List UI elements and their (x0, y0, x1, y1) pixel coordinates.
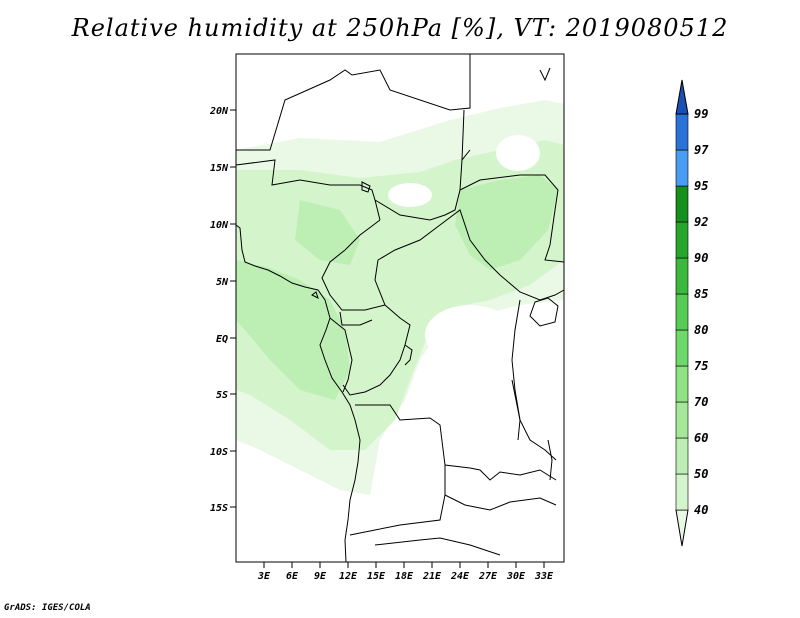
colorbar-swatch (675, 329, 689, 367)
colorbar-swatches (675, 79, 689, 547)
dry-patch-sahel (388, 183, 432, 207)
lat-label-5n: 5N (216, 277, 229, 288)
lake-tanganyika (511, 379, 521, 441)
border-congo-drc (342, 304, 411, 396)
colorbar: 40 50 60 70 75 80 85 90 92 95 97 99 (675, 79, 709, 547)
colorbar-swatch (675, 437, 689, 475)
colorbar-swatch (675, 365, 689, 403)
colorbar-label-97: 97 (694, 143, 709, 157)
colorbar-swatch (675, 113, 689, 151)
colorbar-label-85: 85 (694, 287, 708, 301)
map-frame (235, 53, 565, 563)
lon-label-12e: 12E (339, 571, 358, 582)
country-borders (235, 54, 565, 563)
border-angola (349, 465, 446, 536)
border-sudan (459, 174, 565, 263)
red-sea-coast (539, 67, 551, 82)
border-drc-south (355, 404, 557, 481)
colorbar-swatch (675, 257, 689, 295)
colorbar-arrow-low (675, 509, 689, 547)
colorbar-label-40: 40 (694, 503, 708, 517)
lon-label-18e: 18E (395, 571, 414, 582)
lon-label-3e: 3E (257, 571, 271, 582)
lat-label-eq: EQ (216, 334, 228, 345)
nile (461, 109, 465, 161)
colorbar-label-50: 50 (694, 467, 708, 481)
lon-label-30e: 30E (506, 571, 526, 582)
lake-victoria (529, 297, 559, 327)
border-south (374, 537, 501, 556)
humidity-shading (236, 100, 564, 540)
colorbar-label-70: 70 (694, 395, 708, 409)
colorbar-swatch (675, 185, 689, 223)
border-central-1 (321, 219, 386, 311)
chart-title: Relative humidity at 250hPa [%], VT: 201… (71, 14, 729, 42)
lat-ticks: 20N 15N 10N 5N EQ 5S 10S 15S (209, 106, 236, 514)
colorbar-swatch (675, 473, 689, 511)
border-chad-car (374, 149, 471, 221)
lon-label-33e: 33E (534, 571, 554, 582)
colorbar-swatch (675, 221, 689, 259)
dry-patch-central (425, 305, 515, 365)
border-gabon (329, 317, 353, 393)
colorbar-swatch (675, 293, 689, 331)
lon-label-6e: 6E (286, 571, 299, 582)
colorbar-swatch (675, 149, 689, 187)
colorbar-label-80: 80 (694, 323, 708, 337)
grads-credit: GrADS: IGES/COLA (4, 603, 91, 613)
border-sahara-north (236, 54, 471, 151)
colorbar-swatch (675, 401, 689, 439)
lon-label-9e: 9E (314, 571, 327, 582)
border-cameroon (339, 311, 373, 326)
colorbar-label-99: 99 (694, 107, 708, 121)
dry-patch-south (395, 420, 540, 540)
river-congo (404, 344, 413, 366)
colorbar-label-90: 90 (694, 251, 708, 265)
lat-label-20n: 20N (209, 106, 229, 117)
lat-label-15n: 15N (210, 163, 229, 174)
lon-label-27e: 27E (478, 571, 498, 582)
coastline-west (235, 224, 361, 563)
lake-chad (361, 181, 371, 193)
lon-label-21e: 21E (422, 571, 442, 582)
colorbar-label-75: 75 (694, 359, 708, 373)
lat-label-15s: 15S (210, 503, 228, 514)
border-car (374, 209, 565, 306)
border-west-africa (235, 159, 381, 221)
rh-60-region-east (455, 175, 558, 270)
lon-label-15e: 15E (367, 571, 386, 582)
lat-label-10n: 10N (210, 220, 229, 231)
lon-label-24e: 24E (450, 571, 470, 582)
colorbar-label-60: 60 (694, 431, 708, 445)
colorbar-arrow-high (675, 79, 689, 115)
colorbar-label-95: 95 (694, 179, 708, 193)
border-zambia (444, 494, 557, 511)
lat-label-10s: 10S (210, 447, 228, 458)
rh-60-region-central (295, 200, 360, 265)
lake-malawi (547, 439, 553, 481)
colorbar-label-92: 92 (694, 215, 708, 229)
lon-ticks: 3E 6E 9E 12E 15E 18E 21E 24E 27E 30E 33E (257, 562, 554, 582)
lat-label-5s: 5S (216, 390, 228, 401)
dry-patch-ne (496, 135, 540, 171)
gulf-guinea-islands (311, 291, 319, 299)
